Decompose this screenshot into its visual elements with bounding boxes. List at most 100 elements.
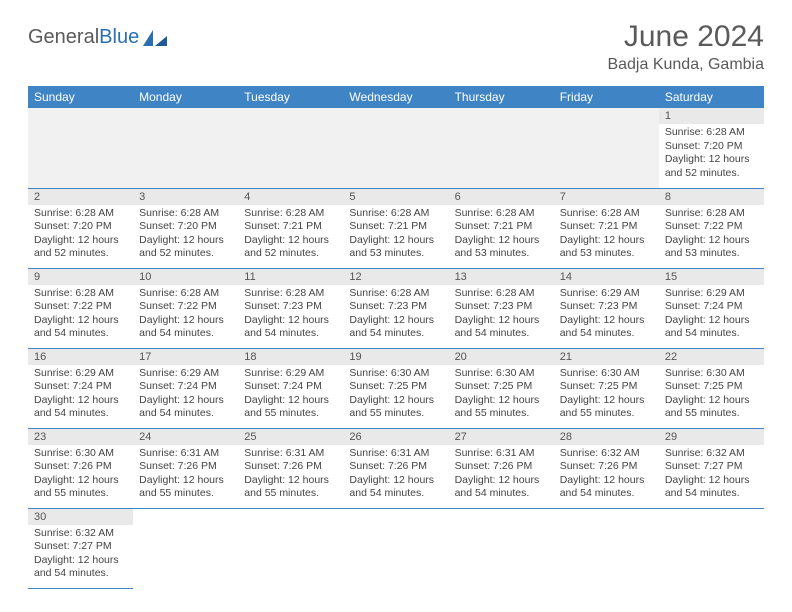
day-number: 16 [28,349,133,365]
day-number: 28 [554,429,659,445]
calendar-cell: 10Sunrise: 6:28 AMSunset: 7:22 PMDayligh… [133,268,238,348]
calendar-cell: 28Sunrise: 6:32 AMSunset: 7:26 PMDayligh… [554,428,659,508]
calendar-table: SundayMondayTuesdayWednesdayThursdayFrid… [28,86,764,589]
sunrise-line: Sunrise: 6:29 AM [244,367,337,381]
calendar-cell: 16Sunrise: 6:29 AMSunset: 7:24 PMDayligh… [28,348,133,428]
calendar-cell: 24Sunrise: 6:31 AMSunset: 7:26 PMDayligh… [133,428,238,508]
sail-icon [143,30,167,46]
sunset-line: Sunset: 7:22 PM [34,300,127,314]
calendar-row: 30Sunrise: 6:32 AMSunset: 7:27 PMDayligh… [28,508,764,588]
daylight-line: Daylight: 12 hours [455,234,548,248]
calendar-cell: 26Sunrise: 6:31 AMSunset: 7:26 PMDayligh… [343,428,448,508]
calendar-cell: 4Sunrise: 6:28 AMSunset: 7:21 PMDaylight… [238,188,343,268]
daylight-line: Daylight: 12 hours [244,394,337,408]
calendar-cell: 25Sunrise: 6:31 AMSunset: 7:26 PMDayligh… [238,428,343,508]
day-number: 22 [659,349,764,365]
day-info: Sunrise: 6:28 AMSunset: 7:20 PMDaylight:… [659,124,764,185]
daylight-line2: and 54 minutes. [455,327,548,341]
day-info: Sunrise: 6:29 AMSunset: 7:24 PMDaylight:… [133,365,238,426]
day-number: 17 [133,349,238,365]
sunrise-line: Sunrise: 6:29 AM [665,287,758,301]
sunset-line: Sunset: 7:23 PM [560,300,653,314]
sunset-line: Sunset: 7:24 PM [139,380,232,394]
day-info: Sunrise: 6:30 AMSunset: 7:25 PMDaylight:… [659,365,764,426]
day-number: 10 [133,269,238,285]
sunset-line: Sunset: 7:23 PM [244,300,337,314]
calendar-row: 23Sunrise: 6:30 AMSunset: 7:26 PMDayligh… [28,428,764,508]
day-number: 9 [28,269,133,285]
calendar-cell: 19Sunrise: 6:30 AMSunset: 7:25 PMDayligh… [343,348,448,428]
sunrise-line: Sunrise: 6:31 AM [244,447,337,461]
day-number: 18 [238,349,343,365]
daylight-line2: and 52 minutes. [665,167,758,181]
day-number: 15 [659,269,764,285]
calendar-cell [554,508,659,588]
day-info: Sunrise: 6:31 AMSunset: 7:26 PMDaylight:… [343,445,448,506]
daylight-line2: and 54 minutes. [244,327,337,341]
sunset-line: Sunset: 7:24 PM [34,380,127,394]
daylight-line: Daylight: 12 hours [560,314,653,328]
daylight-line: Daylight: 12 hours [244,234,337,248]
calendar-cell: 11Sunrise: 6:28 AMSunset: 7:23 PMDayligh… [238,268,343,348]
calendar-row: 1Sunrise: 6:28 AMSunset: 7:20 PMDaylight… [28,108,764,188]
sunrise-line: Sunrise: 6:29 AM [34,367,127,381]
daylight-line2: and 54 minutes. [349,327,442,341]
day-info: Sunrise: 6:28 AMSunset: 7:22 PMDaylight:… [659,205,764,266]
sunset-line: Sunset: 7:26 PM [34,460,127,474]
calendar-cell: 8Sunrise: 6:28 AMSunset: 7:22 PMDaylight… [659,188,764,268]
sunset-line: Sunset: 7:26 PM [244,460,337,474]
daylight-line: Daylight: 12 hours [455,314,548,328]
sunset-line: Sunset: 7:22 PM [139,300,232,314]
daylight-line2: and 52 minutes. [139,247,232,261]
day-number: 20 [449,349,554,365]
day-info: Sunrise: 6:30 AMSunset: 7:25 PMDaylight:… [343,365,448,426]
sunset-line: Sunset: 7:27 PM [34,540,127,554]
calendar-cell [554,108,659,188]
brand-name: GeneralBlue [28,26,139,49]
day-number: 5 [343,189,448,205]
day-info: Sunrise: 6:29 AMSunset: 7:23 PMDaylight:… [554,285,659,346]
daylight-line2: and 54 minutes. [665,327,758,341]
daylight-line2: and 55 minutes. [560,407,653,421]
daylight-line2: and 55 minutes. [455,407,548,421]
daylight-line2: and 55 minutes. [139,487,232,501]
sunset-line: Sunset: 7:26 PM [139,460,232,474]
sunset-line: Sunset: 7:21 PM [244,220,337,234]
daylight-line2: and 54 minutes. [560,327,653,341]
daylight-line: Daylight: 12 hours [349,314,442,328]
calendar-cell: 30Sunrise: 6:32 AMSunset: 7:27 PMDayligh… [28,508,133,588]
calendar-row: 16Sunrise: 6:29 AMSunset: 7:24 PMDayligh… [28,348,764,428]
day-number: 12 [343,269,448,285]
daylight-line: Daylight: 12 hours [349,394,442,408]
sunrise-line: Sunrise: 6:28 AM [139,207,232,221]
title-block: June 2024 Badja Kunda, Gambia [607,20,764,74]
calendar-cell: 7Sunrise: 6:28 AMSunset: 7:21 PMDaylight… [554,188,659,268]
weekday-header: Sunday [28,86,133,108]
calendar-cell: 14Sunrise: 6:29 AMSunset: 7:23 PMDayligh… [554,268,659,348]
day-number: 30 [28,509,133,525]
daylight-line2: and 55 minutes. [34,487,127,501]
calendar-cell [449,508,554,588]
day-number: 11 [238,269,343,285]
daylight-line2: and 54 minutes. [455,487,548,501]
day-number: 7 [554,189,659,205]
day-info: Sunrise: 6:32 AMSunset: 7:27 PMDaylight:… [659,445,764,506]
day-info: Sunrise: 6:28 AMSunset: 7:23 PMDaylight:… [238,285,343,346]
sunrise-line: Sunrise: 6:28 AM [244,287,337,301]
sunrise-line: Sunrise: 6:30 AM [560,367,653,381]
day-number: 23 [28,429,133,445]
sunrise-line: Sunrise: 6:31 AM [139,447,232,461]
sunset-line: Sunset: 7:23 PM [455,300,548,314]
calendar-cell: 5Sunrise: 6:28 AMSunset: 7:21 PMDaylight… [343,188,448,268]
calendar-cell [238,508,343,588]
calendar-cell [133,508,238,588]
day-info: Sunrise: 6:28 AMSunset: 7:21 PMDaylight:… [238,205,343,266]
day-info: Sunrise: 6:28 AMSunset: 7:22 PMDaylight:… [28,285,133,346]
sunset-line: Sunset: 7:21 PM [349,220,442,234]
sunrise-line: Sunrise: 6:28 AM [455,207,548,221]
day-info: Sunrise: 6:30 AMSunset: 7:25 PMDaylight:… [554,365,659,426]
calendar-cell: 18Sunrise: 6:29 AMSunset: 7:24 PMDayligh… [238,348,343,428]
daylight-line2: and 55 minutes. [244,487,337,501]
daylight-line2: and 55 minutes. [665,407,758,421]
brand-part1: General [28,26,99,48]
